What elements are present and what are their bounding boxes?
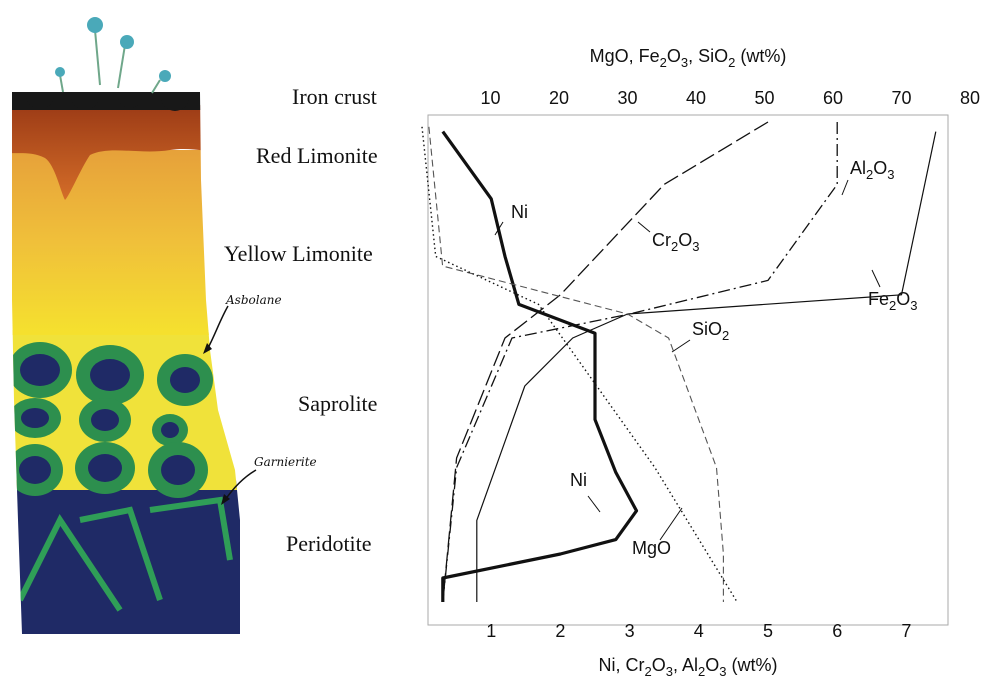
garnierite-annotation: Garnierite — [254, 455, 317, 469]
top-tick-label: 30 — [617, 88, 637, 108]
series-line-al2o3 — [442, 122, 838, 603]
zone-label-red-limonite: Red Limonite — [256, 143, 378, 168]
saprolite-boulders — [12, 342, 233, 612]
bottom-tick-label: 6 — [832, 621, 842, 641]
series-line-sio2 — [428, 126, 724, 602]
series-label-ni: Ni — [570, 470, 587, 490]
bottom-tick-label: 1 — [486, 621, 496, 641]
bottom-tick-label: 7 — [901, 621, 911, 641]
red-limonite-layer — [12, 105, 240, 200]
bottom-tick-label: 5 — [763, 621, 773, 641]
zone-label-saprolite: Saprolite — [298, 391, 377, 416]
series-line-cr2o3 — [442, 121, 769, 603]
label-leader-mgo — [659, 507, 683, 541]
top-tick-label: 70 — [891, 88, 911, 108]
top-tick-label: 20 — [549, 88, 569, 108]
series-line-fe2o3 — [476, 131, 937, 602]
top-tick-label: 40 — [686, 88, 706, 108]
asbolane-annotation: Asbolane — [225, 293, 282, 307]
bottom-axis-title: Ni, Cr2O3, Al2O3 (wt%) — [599, 655, 778, 679]
vegetation — [55, 17, 171, 94]
series-label-al2o3: Al2O3 — [850, 158, 895, 182]
series-label-fe2o3: Fe2O3 — [868, 289, 918, 313]
zone-label-peridotite: Peridotite — [286, 531, 372, 556]
top-tick-label: 80 — [960, 88, 980, 108]
series-label-ni: Ni — [511, 202, 528, 222]
series-label-cr2o3: Cr2O3 — [652, 230, 699, 254]
top-tick-label: 50 — [754, 88, 774, 108]
label-leader-al2o3 — [841, 179, 849, 196]
top-axis-ticks: 10 20 30 40 50 60 70 80 — [480, 88, 980, 108]
series-labels: Ni Ni Cr2O3 Al2O3 Fe2O3 SiO2 MgO — [494, 158, 918, 558]
series-label-sio2: SiO2 — [692, 319, 729, 343]
series-label-mgo: MgO — [632, 538, 671, 558]
peridotite-layer — [12, 480, 240, 634]
bottom-tick-label: 4 — [694, 621, 704, 641]
series-line-mgo — [421, 126, 738, 603]
zone-label-iron-crust: Iron crust — [292, 84, 377, 109]
label-leader-ni — [494, 221, 504, 236]
zone-label-yellow-limonite: Yellow Limonite — [224, 241, 373, 266]
top-tick-label: 10 — [480, 88, 500, 108]
label-leader-cr2o3 — [637, 221, 651, 233]
bottom-tick-label: 2 — [555, 621, 565, 641]
label-leader-fe2o3 — [871, 269, 881, 288]
bottom-tick-label: 3 — [625, 621, 635, 641]
label-leader-ni — [587, 495, 601, 513]
bottom-axis-ticks: 1 2 3 4 5 6 7 — [486, 621, 911, 641]
series-line-ni — [441, 130, 639, 602]
series-layer — [421, 121, 937, 603]
plot-frame — [427, 114, 949, 626]
top-tick-label: 60 — [823, 88, 843, 108]
top-axis-title: MgO, Fe2O3, SiO2 (wt%) — [590, 46, 787, 70]
label-leader-sio2 — [671, 339, 691, 353]
